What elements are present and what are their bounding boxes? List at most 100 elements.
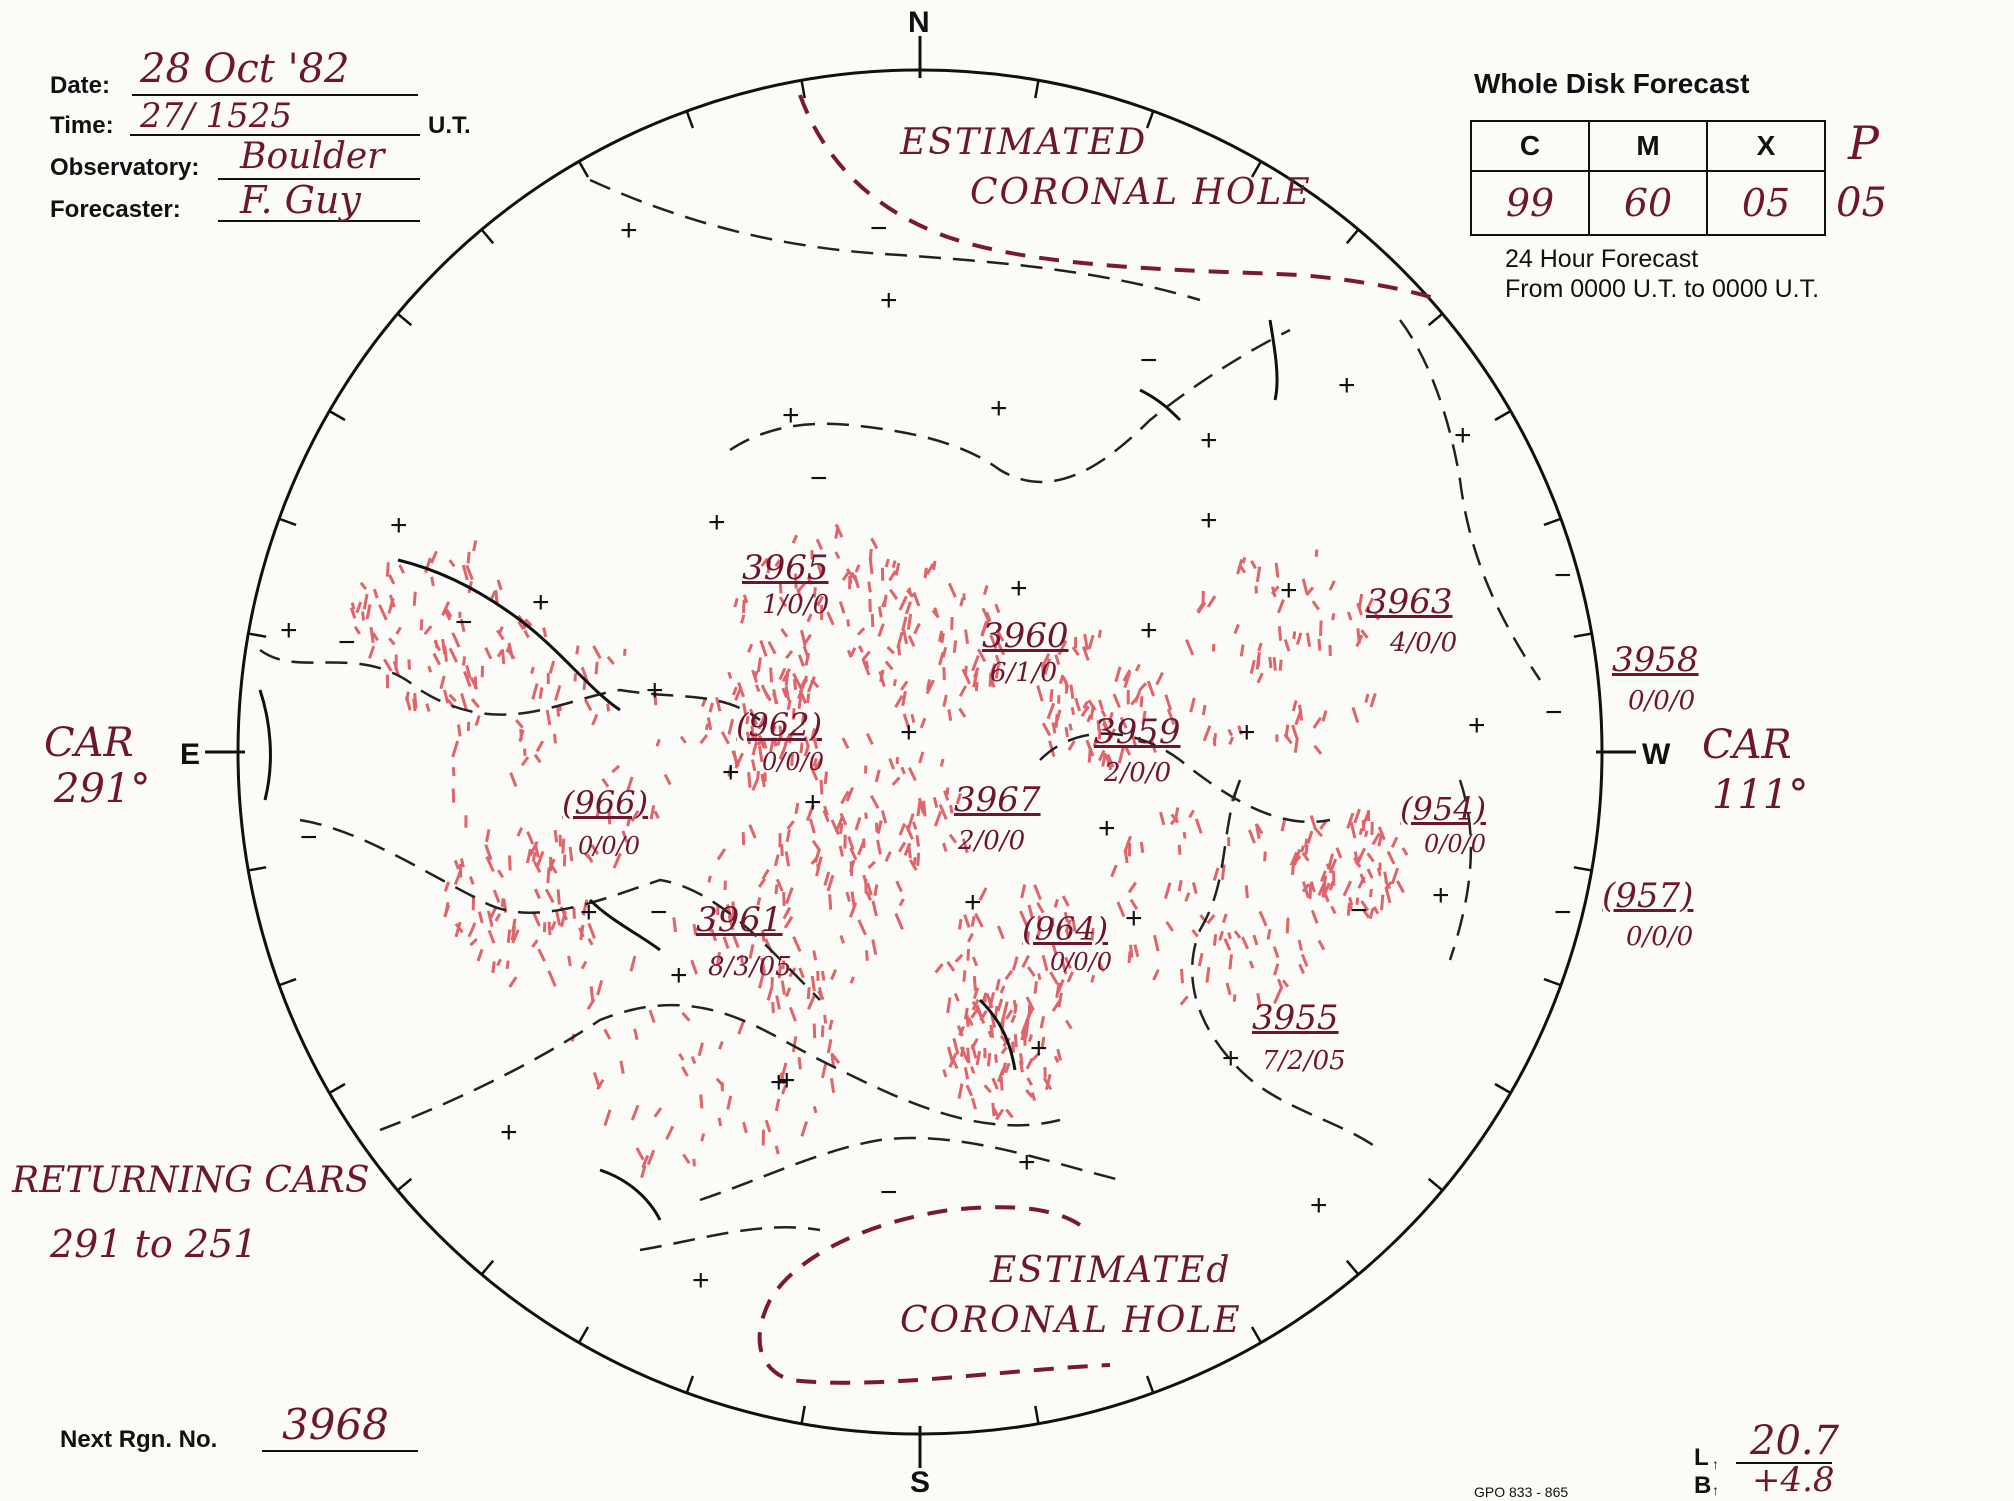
plage-stroke [938,630,944,642]
plage-stroke [1311,600,1320,611]
plage-stroke [1071,919,1077,932]
plage-stroke [1396,880,1405,894]
plage-stroke [961,668,971,685]
plage-stroke [1369,888,1373,898]
plage-stroke [1097,962,1106,973]
plage-stroke [486,910,494,927]
plage-stroke [1212,934,1218,946]
region-3961-number: 3961 [696,900,783,940]
plage-stroke [1067,740,1076,751]
plage-stroke [1049,689,1054,703]
plage-stroke [994,654,1001,666]
plage-stroke [1256,993,1262,1008]
plage-stroke [812,1106,818,1114]
positive-polarity-marker: + [1222,1042,1240,1075]
plage-stroke [956,1025,964,1037]
plage-stroke [932,560,937,571]
plage-stroke [451,632,461,648]
plage-stroke [1249,659,1256,675]
plage-stroke [1033,981,1038,994]
plage-stroke [1364,693,1370,703]
plage-stroke [848,859,856,873]
plage-stroke [454,922,464,934]
plage-stroke [742,594,749,604]
plage-stroke [1225,982,1232,996]
plage-stroke [1026,966,1036,978]
plage-stroke [997,925,1005,940]
plage-stroke [1383,871,1389,883]
plage-stroke [1064,726,1069,738]
plage-stroke [611,764,621,774]
plage-stroke [999,985,1006,994]
plage-stroke [1134,663,1141,672]
positive-polarity-marker: + [782,399,800,432]
plage-stroke [774,1098,781,1112]
plage-stroke [1159,811,1166,826]
plage-stroke [722,936,730,949]
plage-stroke [884,558,890,568]
plage-stroke [990,1013,997,1029]
plage-stroke [1291,863,1295,876]
positive-polarity-marker: + [1338,369,1356,402]
plage-stroke [587,922,597,939]
gpo-code: GPO 833 - 865 [1474,1484,1569,1500]
negative-polarity-marker: − [455,606,473,639]
plage-stroke [952,1037,960,1055]
plage-stroke [1180,968,1184,984]
region-964-class: 0/0/0 [1050,948,1112,976]
forecast-table: C M X 99 60 05 [1470,120,1826,236]
plage-stroke [933,810,943,827]
plage-stroke [556,706,561,717]
plage-stroke [407,659,411,670]
positive-polarity-marker: + [778,1064,796,1097]
plage-stroke [1197,952,1204,967]
plage-stroke [777,1076,783,1085]
car-west-label: CAR [1702,722,1792,768]
plage-stroke [873,884,879,897]
plage-stroke [1083,633,1089,651]
plage-stroke [963,914,971,928]
plage-stroke [760,957,767,975]
plage-stroke [1036,685,1044,702]
time-label: Time: [50,112,114,139]
region-966-class: 0/0/0 [578,832,640,860]
plage-stroke [913,622,921,635]
rim-tick [1345,1259,1360,1276]
plage-stroke [1127,951,1132,964]
plage-stroke [734,752,744,769]
plage-stroke [718,1041,724,1050]
plage-stroke [460,692,468,710]
plage-stroke [1043,658,1052,675]
plage-stroke [826,1039,833,1054]
plage-stroke [1054,654,1061,666]
plage-stroke [983,1084,992,1094]
plage-stroke [877,606,883,618]
plage-stroke [1004,1062,1011,1074]
plage-stroke [665,1125,675,1141]
plage-stroke [1227,931,1232,940]
plage-stroke [991,1102,996,1117]
plage-stroke [812,587,817,598]
plage-stroke [949,804,954,814]
plage-stroke [781,960,786,970]
plage-stroke [923,567,928,579]
plage-stroke [441,601,451,617]
plage-stroke [790,752,794,766]
plage-stroke [1031,1051,1041,1062]
plage-stroke [681,1011,691,1022]
plage-stroke [917,797,925,814]
plage-stroke [353,625,361,635]
plage-stroke [953,992,960,1002]
plage-stroke [520,756,530,767]
region-3958-class: 0/0/0 [1628,686,1696,716]
plage-stroke [727,766,733,777]
plage-stroke [653,1107,663,1118]
forecast-note-1: 24 Hour Forecast [1505,245,1699,273]
plage-stroke [1377,831,1384,847]
plage-stroke [383,658,393,672]
region-3955-number: 3955 [1252,998,1339,1038]
plage-stroke [994,603,1001,614]
plage-stroke [1371,832,1381,846]
plage-stroke [506,929,512,943]
plage-stroke [880,810,888,824]
